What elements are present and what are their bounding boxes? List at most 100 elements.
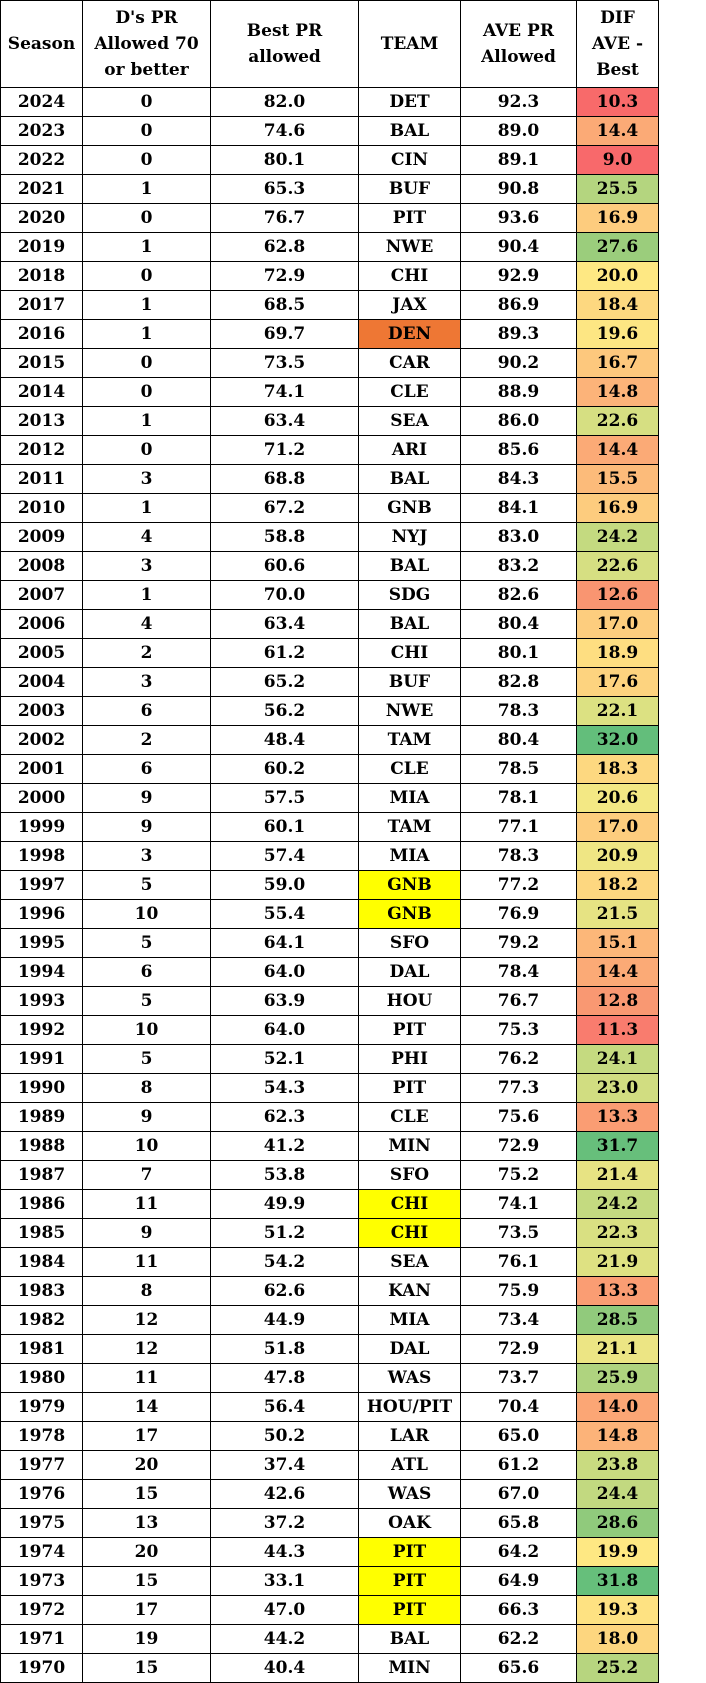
pr-allowed-count-cell: 7 (82, 1160, 211, 1190)
table-row: 1977 20 37.4 ATL 61.2 23.8 (0, 1450, 659, 1480)
dif-cell: 18.2 (576, 870, 659, 900)
season-cell: 1981 (0, 1334, 83, 1364)
best-pr-cell: 54.2 (210, 1247, 359, 1277)
best-pr-cell: 61.2 (210, 638, 359, 668)
pr-allowed-count-cell: 0 (82, 203, 211, 233)
best-pr-cell: 82.0 (210, 87, 359, 117)
best-pr-cell: 37.2 (210, 1508, 359, 1538)
pr-allowed-count-cell: 9 (82, 1102, 211, 1132)
table-row: 2023 0 74.6 BAL 89.0 14.4 (0, 116, 659, 146)
ave-pr-cell: 76.9 (460, 899, 577, 929)
team-cell: NWE (358, 696, 461, 726)
ave-pr-cell: 65.0 (460, 1421, 577, 1451)
best-pr-cell: 62.8 (210, 232, 359, 262)
best-pr-cell: 69.7 (210, 319, 359, 349)
dif-cell: 24.2 (576, 522, 659, 552)
best-pr-cell: 72.9 (210, 261, 359, 291)
ave-pr-cell: 83.0 (460, 522, 577, 552)
season-cell: 2014 (0, 377, 83, 407)
dif-cell: 18.4 (576, 290, 659, 320)
pr-allowed-count-cell: 0 (82, 116, 211, 146)
ave-pr-cell: 75.6 (460, 1102, 577, 1132)
best-pr-cell: 41.2 (210, 1131, 359, 1161)
team-cell: PIT (358, 1537, 461, 1567)
table-row: 2008 3 60.6 BAL 83.2 22.6 (0, 551, 659, 581)
season-cell: 2023 (0, 116, 83, 146)
team-cell: PIT (358, 1566, 461, 1596)
table-row: 1992 10 64.0 PIT 75.3 11.3 (0, 1015, 659, 1045)
table-row: 1995 5 64.1 SFO 79.2 15.1 (0, 928, 659, 958)
pr-allowed-count-cell: 10 (82, 899, 211, 929)
season-cell: 1973 (0, 1566, 83, 1596)
best-pr-cell: 62.6 (210, 1276, 359, 1306)
pr-allowed-count-cell: 5 (82, 870, 211, 900)
season-cell: 1982 (0, 1305, 83, 1335)
table-row: 2003 6 56.2 NWE 78.3 22.1 (0, 696, 659, 726)
team-cell: DET (358, 87, 461, 117)
season-cell: 2002 (0, 725, 83, 755)
table-row: 1991 5 52.1 PHI 76.2 24.1 (0, 1044, 659, 1074)
dif-cell: 32.0 (576, 725, 659, 755)
dif-cell: 23.8 (576, 1450, 659, 1480)
pr-allowed-count-cell: 11 (82, 1189, 211, 1219)
best-pr-cell: 68.8 (210, 464, 359, 494)
best-pr-cell: 71.2 (210, 435, 359, 465)
table-row: 2021 1 65.3 BUF 90.8 25.5 (0, 174, 659, 204)
dif-cell: 18.9 (576, 638, 659, 668)
ave-pr-cell: 93.6 (460, 203, 577, 233)
ave-pr-cell: 90.8 (460, 174, 577, 204)
team-cell: CIN (358, 145, 461, 175)
pr-allowed-count-cell: 20 (82, 1450, 211, 1480)
table-row: 2013 1 63.4 SEA 86.0 22.6 (0, 406, 659, 436)
season-cell: 2012 (0, 435, 83, 465)
season-cell: 1972 (0, 1595, 83, 1625)
pr-allowed-count-cell: 1 (82, 580, 211, 610)
best-pr-cell: 64.0 (210, 957, 359, 987)
ave-pr-cell: 76.1 (460, 1247, 577, 1277)
best-pr-cell: 44.2 (210, 1624, 359, 1654)
season-cell: 1998 (0, 841, 83, 871)
dif-cell: 20.9 (576, 841, 659, 871)
season-cell: 2010 (0, 493, 83, 523)
ave-pr-cell: 72.9 (460, 1131, 577, 1161)
team-cell: OAK (358, 1508, 461, 1538)
season-cell: 2006 (0, 609, 83, 639)
team-cell: CHI (358, 261, 461, 291)
table-row: 2007 1 70.0 SDG 82.6 12.6 (0, 580, 659, 610)
dif-cell: 12.6 (576, 580, 659, 610)
pr-allowed-count-cell: 5 (82, 986, 211, 1016)
season-cell: 1984 (0, 1247, 83, 1277)
team-cell: MIA (358, 783, 461, 813)
pr-allowed-count-cell: 0 (82, 377, 211, 407)
pr-allowed-count-cell: 19 (82, 1624, 211, 1654)
pr-allowed-count-cell: 3 (82, 464, 211, 494)
ave-pr-cell: 65.8 (460, 1508, 577, 1538)
best-pr-cell: 57.4 (210, 841, 359, 871)
table-row: 1972 17 47.0 PIT 66.3 19.3 (0, 1595, 659, 1625)
team-cell: HOU (358, 986, 461, 1016)
pr-allowed-count-cell: 17 (82, 1595, 211, 1625)
dif-cell: 15.1 (576, 928, 659, 958)
header-best-pr: Best PR allowed (210, 0, 359, 88)
best-pr-cell: 44.3 (210, 1537, 359, 1567)
season-cell: 2009 (0, 522, 83, 552)
best-pr-cell: 64.0 (210, 1015, 359, 1045)
dif-cell: 24.2 (576, 1189, 659, 1219)
team-cell: CLE (358, 377, 461, 407)
header-ds-pr-allowed: D's PR Allowed 70 or better (82, 0, 211, 88)
best-pr-cell: 74.6 (210, 116, 359, 146)
ave-pr-cell: 78.5 (460, 754, 577, 784)
dif-cell: 10.3 (576, 87, 659, 117)
ave-pr-cell: 73.7 (460, 1363, 577, 1393)
best-pr-cell: 65.2 (210, 667, 359, 697)
season-cell: 2018 (0, 261, 83, 291)
ave-pr-cell: 78.3 (460, 841, 577, 871)
ave-pr-cell: 86.9 (460, 290, 577, 320)
table-row: 2006 4 63.4 BAL 80.4 17.0 (0, 609, 659, 639)
dif-cell: 19.9 (576, 1537, 659, 1567)
ave-pr-cell: 67.0 (460, 1479, 577, 1509)
pr-allowed-count-cell: 9 (82, 812, 211, 842)
team-cell: BAL (358, 116, 461, 146)
ave-pr-cell: 80.4 (460, 725, 577, 755)
